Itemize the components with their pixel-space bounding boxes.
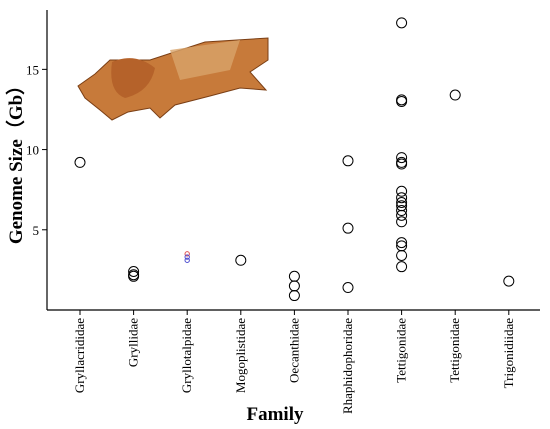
point xyxy=(342,282,354,294)
point xyxy=(128,265,140,277)
x-tick-label: Tettigonidae xyxy=(447,318,462,383)
point xyxy=(184,254,190,260)
x-tick-label: Gryllidae xyxy=(126,318,141,367)
y-tick-label: 5 xyxy=(33,223,40,238)
point xyxy=(503,275,515,287)
point xyxy=(396,185,408,197)
point xyxy=(396,216,408,228)
point xyxy=(396,158,408,170)
point xyxy=(184,257,190,263)
point xyxy=(184,251,190,257)
point xyxy=(342,222,354,234)
point xyxy=(396,152,408,164)
point xyxy=(288,290,300,302)
point xyxy=(396,197,408,209)
x-tick-label: Mogoplistidae xyxy=(233,318,248,393)
point xyxy=(396,192,408,204)
point xyxy=(396,205,408,217)
x-axis-title: Family xyxy=(247,404,304,425)
point xyxy=(396,17,408,29)
y-tick-label: 10 xyxy=(26,143,39,158)
point xyxy=(235,254,247,266)
x-tick-label: Oecanthidae xyxy=(286,318,301,383)
point xyxy=(342,155,354,167)
insect-photo xyxy=(77,37,269,121)
x-tick-label: Trigonidiidae xyxy=(501,318,516,389)
point xyxy=(396,209,408,221)
point xyxy=(396,261,408,273)
point xyxy=(74,156,86,168)
x-tick-label: Rhaphidophoridae xyxy=(340,318,355,414)
point xyxy=(288,280,300,292)
point xyxy=(396,237,408,249)
x-tick-label: Gryllacrididae xyxy=(72,318,87,393)
x-tick-label: Tettigonidae xyxy=(394,318,409,383)
point xyxy=(396,249,408,261)
point xyxy=(288,270,300,282)
y-axis-title: Genome Size（Gb） xyxy=(4,76,27,244)
point xyxy=(128,270,140,282)
y-tick-label: 15 xyxy=(26,62,39,77)
point xyxy=(396,95,408,107)
point xyxy=(449,89,461,101)
x-tick-label: Gryllotalpidae xyxy=(179,318,194,393)
